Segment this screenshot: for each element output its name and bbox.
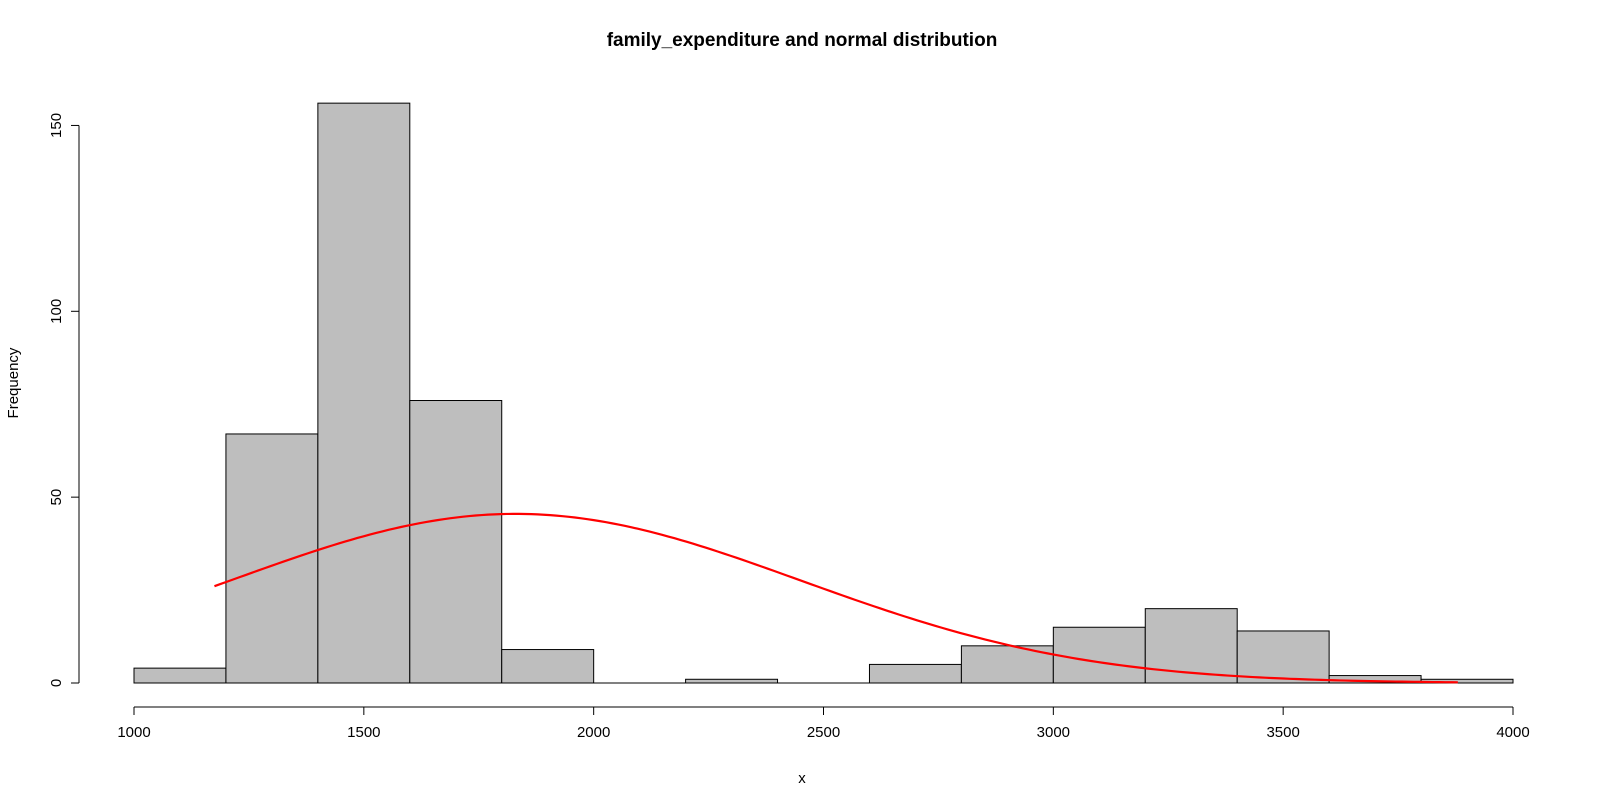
y-tick-label: 100 [48, 299, 65, 324]
histogram-bar [501, 649, 595, 684]
histogram-bar [409, 400, 503, 684]
x-tick-label: 1500 [347, 724, 380, 741]
y-tick-label: 0 [48, 679, 65, 687]
histogram-bar [868, 663, 962, 684]
histogram-bar [133, 667, 227, 684]
normal-distribution-curve [214, 512, 1458, 684]
histogram-bar [1236, 630, 1330, 684]
x-tick-label: 3000 [1037, 724, 1070, 741]
histogram-bar [1052, 626, 1146, 684]
x-tick-label: 1000 [117, 724, 150, 741]
y-tick-label: 150 [48, 113, 65, 138]
chart-title: family_expenditure and normal distributi… [607, 30, 998, 51]
x-axis-label: x [798, 770, 806, 787]
x-tick-label: 2000 [577, 724, 610, 741]
histogram-bar [225, 433, 319, 684]
x-axis: 1000 1500 2000 2500 3000 3500 4000 [117, 706, 1530, 741]
y-axis-label: Frequency [5, 347, 22, 418]
histogram-bar [317, 102, 411, 684]
histogram-bar [685, 678, 779, 684]
x-tick-label: 3500 [1266, 724, 1299, 741]
y-axis: 0 50 100 150 [48, 113, 80, 687]
histogram-bars [133, 102, 1514, 684]
x-tick-label: 4000 [1496, 724, 1529, 741]
x-tick-label: 2500 [807, 724, 840, 741]
y-tick-label: 50 [48, 489, 65, 506]
